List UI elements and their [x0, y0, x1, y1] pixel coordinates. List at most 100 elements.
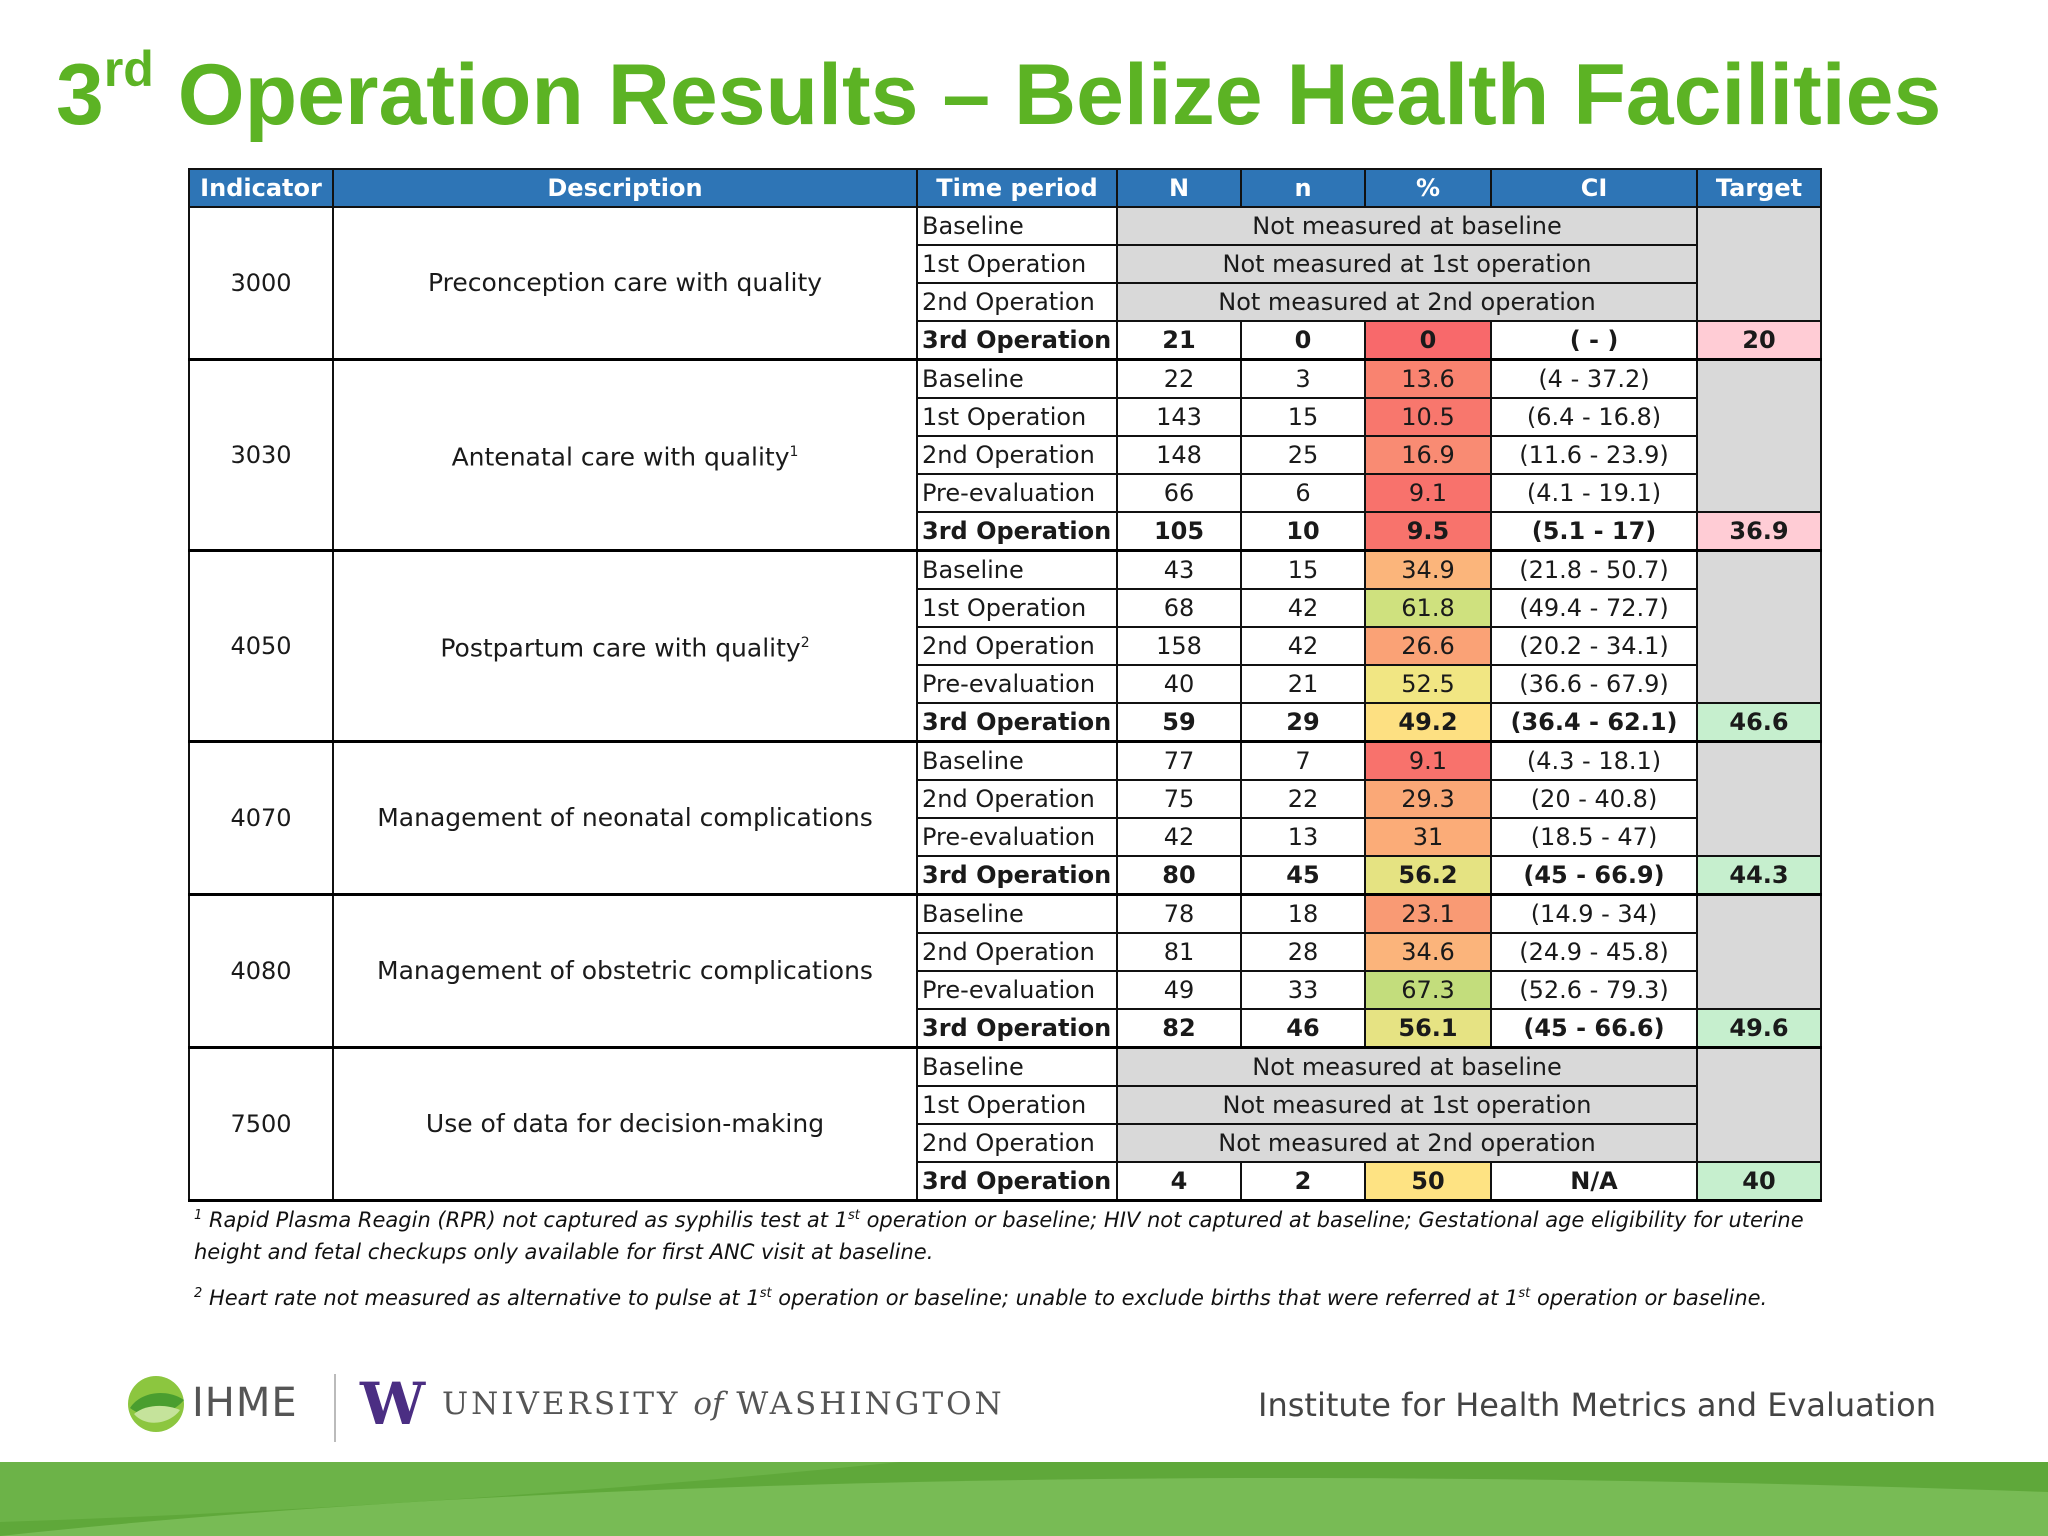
footnote-marker: 1 — [789, 444, 799, 461]
n-cell: 33 — [1240, 970, 1366, 1010]
table-row: 4080 Management of obstetric complication… — [188, 893, 1822, 1049]
n-cell: 15 — [1240, 397, 1366, 437]
time-period-cell: 2nd Operation — [916, 282, 1118, 322]
N-cell: 21 — [1116, 320, 1242, 361]
time-period-cell: 2nd Operation — [916, 779, 1118, 819]
slide-title: 3rd Operation Results – Belize Health Fa… — [56, 41, 1942, 143]
n-cell: 42 — [1240, 588, 1366, 628]
n-cell: 15 — [1240, 549, 1366, 590]
column-header: Target — [1696, 168, 1822, 208]
not-measured-cell: Not measured at baseline — [1116, 206, 1698, 246]
footnote-text: operation or baseline; unable to exclude… — [771, 1286, 1519, 1310]
N-cell: 68 — [1116, 588, 1242, 628]
table-row: 4070 Management of neonatal complications… — [188, 740, 1822, 896]
description-cell: Use of data for decision-making — [332, 1046, 918, 1202]
n-cell: 3 — [1240, 358, 1366, 399]
N-cell: 143 — [1116, 397, 1242, 437]
percent-cell: 9.1 — [1364, 473, 1492, 513]
percent-cell: 56.1 — [1364, 1008, 1492, 1049]
time-period-cell: 2nd Operation — [916, 435, 1118, 475]
percent-cell: 31 — [1364, 817, 1492, 857]
indicator-cell: 4050 — [188, 549, 334, 743]
time-period-cell: 1st Operation — [916, 588, 1118, 628]
target-cell: 46.6 — [1696, 702, 1822, 743]
N-cell: 82 — [1116, 1008, 1242, 1049]
N-cell: 49 — [1116, 970, 1242, 1010]
description-text: Management of obstetric complications — [377, 956, 873, 985]
column-header: Description — [332, 168, 918, 208]
description-cell: Management of obstetric complications — [332, 893, 918, 1049]
n-cell: 6 — [1240, 473, 1366, 513]
ci-cell: (36.4 - 62.1) — [1490, 702, 1698, 743]
target-empty-cell — [1696, 206, 1822, 322]
footnote-text: Heart rate not measured as alternative t… — [208, 1286, 760, 1310]
description-cell: Antenatal care with quality1 — [332, 358, 918, 552]
ci-cell: (4.3 - 18.1) — [1490, 740, 1698, 781]
time-period-cell: 3rd Operation — [916, 1161, 1118, 1202]
target-cell: 40 — [1696, 1161, 1822, 1202]
N-cell: 42 — [1116, 817, 1242, 857]
table-row: 3rd Operation 21 0 0( - ) 20 — [189, 320, 1822, 361]
table-row: 4050 Postpartum care with quality2 Baselin… — [188, 549, 1822, 743]
n-cell: 25 — [1240, 435, 1366, 475]
time-period-cell: 3rd Operation — [916, 320, 1118, 361]
n-cell: 28 — [1240, 932, 1366, 972]
N-cell: 4 — [1116, 1161, 1242, 1202]
N-cell: 75 — [1116, 779, 1242, 819]
n-cell: 13 — [1240, 817, 1366, 857]
table-row: 2nd Operation Not measured at 2nd operati… — [189, 1123, 1821, 1163]
percent-cell: 10.5 — [1364, 397, 1492, 437]
description-text: Use of data for decision-making — [425, 1109, 825, 1138]
ci-cell: (4.1 - 19.1) — [1490, 473, 1698, 513]
table-row: 2nd Operation 148 25 16.9 (11.6 - 23.9) — [189, 435, 1821, 475]
n-cell: 7 — [1240, 740, 1366, 781]
table-row: 2nd Operation 158 42 26.6 (20.2 - 34.1) — [189, 626, 1821, 666]
percent-cell: 23.1 — [1364, 893, 1492, 934]
n-cell: 22 — [1240, 779, 1366, 819]
table-row: 3rd Operation 4 2 50 N/A 40 — [189, 1161, 1822, 1202]
indicator-cell: 4080 — [188, 893, 334, 1049]
not-measured-cell: Not measured at 2nd operation — [1116, 282, 1698, 322]
percent-cell: 29.3 — [1364, 779, 1492, 819]
table-row: Pre-evaluation 49 33 67.3 (52.6 - 79.3) — [189, 970, 1821, 1010]
N-cell: 158 — [1116, 626, 1242, 666]
percent-cell: 52.5 — [1364, 664, 1492, 704]
ihme-logo-text: IHME — [192, 1380, 298, 1426]
footnote-text: operation or baseline. — [1530, 1286, 1768, 1310]
footnote-text: operation or baseline; HIV not captured … — [194, 1208, 1804, 1264]
time-period-cell: 1st Operation — [916, 397, 1118, 437]
n-cell: 21 — [1240, 664, 1366, 704]
column-header: Indicator — [188, 168, 334, 208]
time-period-cell: Baseline — [916, 358, 1118, 399]
footnote: 1 Rapid Plasma Reagin (RPR) not captured… — [194, 1200, 1854, 1268]
time-period-cell: Pre-evaluation — [916, 970, 1118, 1010]
description-cell: Postpartum care with quality2 — [332, 549, 918, 743]
description-text: Preconception care with quality — [427, 268, 823, 297]
ordinal-suffix: st — [848, 1208, 860, 1223]
indicator-cell: 4070 — [188, 740, 334, 896]
time-period-cell: 3rd Operation — [916, 1008, 1118, 1049]
N-cell: 80 — [1116, 855, 1242, 896]
percent-cell: 9.5 — [1364, 511, 1492, 552]
description-text: Management of neonatal complications — [377, 803, 873, 832]
time-period-cell: 1st Operation — [916, 1085, 1118, 1125]
target-empty-cell — [1696, 1046, 1822, 1163]
time-period-cell: 3rd Operation — [916, 511, 1118, 552]
table-row: 2nd Operation 75 22 29.3 (20 - 40.8) — [189, 779, 1821, 819]
ci-cell: (5.1 - 17) — [1490, 511, 1698, 552]
percent-cell: 67.3 — [1364, 970, 1492, 1010]
time-period-cell: 2nd Operation — [916, 1123, 1118, 1163]
ci-cell: (36.6 - 67.9) — [1490, 664, 1698, 704]
percent-cell: 13.6 — [1364, 358, 1492, 399]
footer-green-band — [0, 1462, 2048, 1536]
table-row: 2nd Operation 81 28 34.6 (24.9 - 45.8) — [189, 932, 1821, 972]
time-period-cell: Baseline — [916, 893, 1118, 934]
table-row: 1st Operation Not measured at 1st operati… — [189, 244, 1821, 284]
N-cell: 40 — [1116, 664, 1242, 704]
percent-cell: 26.6 — [1364, 626, 1492, 666]
n-cell: 18 — [1240, 893, 1366, 934]
footnote-number: 1 — [194, 1208, 203, 1223]
not-measured-cell: Not measured at 1st operation — [1116, 244, 1698, 284]
table-row: 3rd Operation 82 46 56.1 (45 - 66.6) 49.6 — [189, 1008, 1822, 1049]
